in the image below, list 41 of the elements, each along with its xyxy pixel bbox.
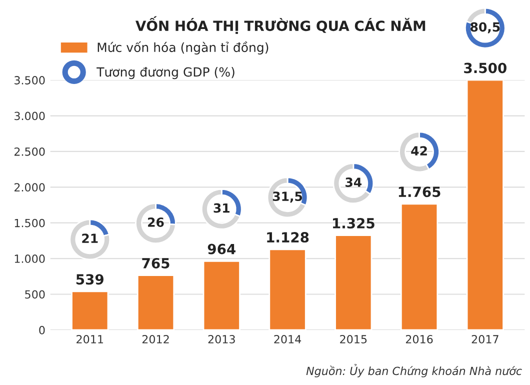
x-tick-label: 2013 bbox=[208, 335, 235, 344]
y-tick-label: 0 bbox=[39, 326, 45, 334]
data-label: 26 bbox=[148, 218, 164, 227]
data-label: 3.500 bbox=[464, 62, 506, 74]
data-label: 31,5 bbox=[272, 192, 302, 203]
x-tick-label: 2012 bbox=[142, 335, 169, 344]
bar bbox=[202, 260, 240, 330]
x-tick-label: 2015 bbox=[340, 335, 367, 344]
data-label: 964 bbox=[208, 244, 236, 254]
data-label: 42 bbox=[411, 146, 427, 156]
bar bbox=[71, 290, 109, 330]
y-tick-label: 1.000 bbox=[14, 254, 45, 263]
data-label: 1.765 bbox=[398, 186, 440, 198]
chart-title: VỐN HÓA THỊ TRƯỜNG QUA CÁC NĂM bbox=[136, 16, 426, 34]
bar bbox=[268, 248, 306, 330]
x-tick-label: 2014 bbox=[274, 335, 302, 344]
legend-label: Tương đương GDP (%) bbox=[96, 67, 234, 80]
y-tick-label: 2.000 bbox=[14, 183, 45, 192]
data-label: 21 bbox=[82, 234, 98, 243]
data-label: 34 bbox=[346, 178, 362, 187]
bar bbox=[466, 80, 504, 330]
data-label: 1.128 bbox=[267, 232, 309, 243]
data-label: 765 bbox=[142, 258, 170, 268]
y-tick-label: 2.500 bbox=[14, 147, 45, 156]
data-label: 1.325 bbox=[333, 218, 374, 228]
y-tick-label: 3.500 bbox=[14, 76, 45, 84]
data-label: 539 bbox=[76, 274, 104, 285]
bar bbox=[400, 203, 438, 330]
data-label: 31 bbox=[214, 203, 230, 213]
y-tick-label: 3.000 bbox=[14, 112, 45, 120]
text: Nguồn: Ủy ban Chứng khoán Nhà nước bbox=[306, 364, 522, 378]
x-tick-label: 2016 bbox=[406, 335, 433, 344]
y-tick-label: 500 bbox=[25, 290, 45, 299]
x-tick-label: 2017 bbox=[472, 335, 498, 344]
data-label: 80,5 bbox=[470, 22, 500, 34]
donut-slice bbox=[464, 7, 506, 49]
bar bbox=[334, 234, 372, 330]
legend-label: Mức vốn hóa (ngàn tỉ đồng) bbox=[98, 41, 268, 55]
y-tick-label: 1.500 bbox=[14, 218, 45, 228]
bar bbox=[136, 274, 175, 330]
x-tick-label: 2011 bbox=[76, 335, 103, 344]
